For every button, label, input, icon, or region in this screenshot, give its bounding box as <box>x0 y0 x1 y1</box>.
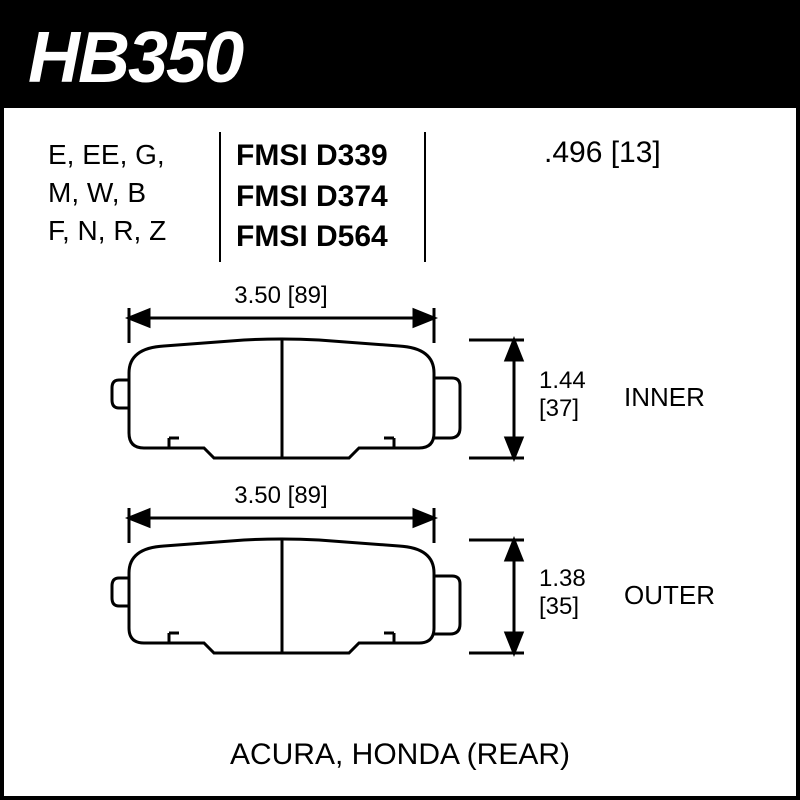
fmsi-codes: FMSI D339 FMSI D374 FMSI D564 <box>236 136 388 258</box>
diagram: 3.50 [89] <box>4 278 796 730</box>
width1-label: 3.50 [89] <box>234 282 327 309</box>
outer-label: OUTER <box>624 580 715 610</box>
h2b: [35] <box>539 593 579 620</box>
body: E, EE, G, M, W, B F, N, R, Z FMSI D339 F… <box>4 108 796 790</box>
divider-2 <box>424 132 426 262</box>
fmsi-2: FMSI D374 <box>236 177 388 218</box>
compound-codes: E, EE, G, M, W, B F, N, R, Z <box>48 136 166 249</box>
width2-label: 3.50 [89] <box>234 482 327 509</box>
dimension-drawing: 3.50 [89] <box>4 278 796 718</box>
divider-1 <box>219 132 221 262</box>
thickness-spec: .496 [13] <box>544 136 661 170</box>
h2a: 1.38 <box>539 565 586 592</box>
inner-label: INNER <box>624 382 705 412</box>
fmsi-1: FMSI D339 <box>236 136 388 177</box>
codes-line-3: F, N, R, Z <box>48 212 166 250</box>
h1b: [37] <box>539 395 579 422</box>
codes-line-1: E, EE, G, <box>48 136 166 174</box>
part-number: HB350 <box>28 22 772 94</box>
h1a: 1.44 <box>539 367 586 394</box>
application-label: ACURA, HONDA (REAR) <box>4 738 796 772</box>
header-bar: HB350 <box>4 4 796 108</box>
spec-sheet: HB350 E, EE, G, M, W, B F, N, R, Z FMSI … <box>0 0 800 800</box>
fmsi-3: FMSI D564 <box>236 217 388 258</box>
codes-line-2: M, W, B <box>48 174 166 212</box>
